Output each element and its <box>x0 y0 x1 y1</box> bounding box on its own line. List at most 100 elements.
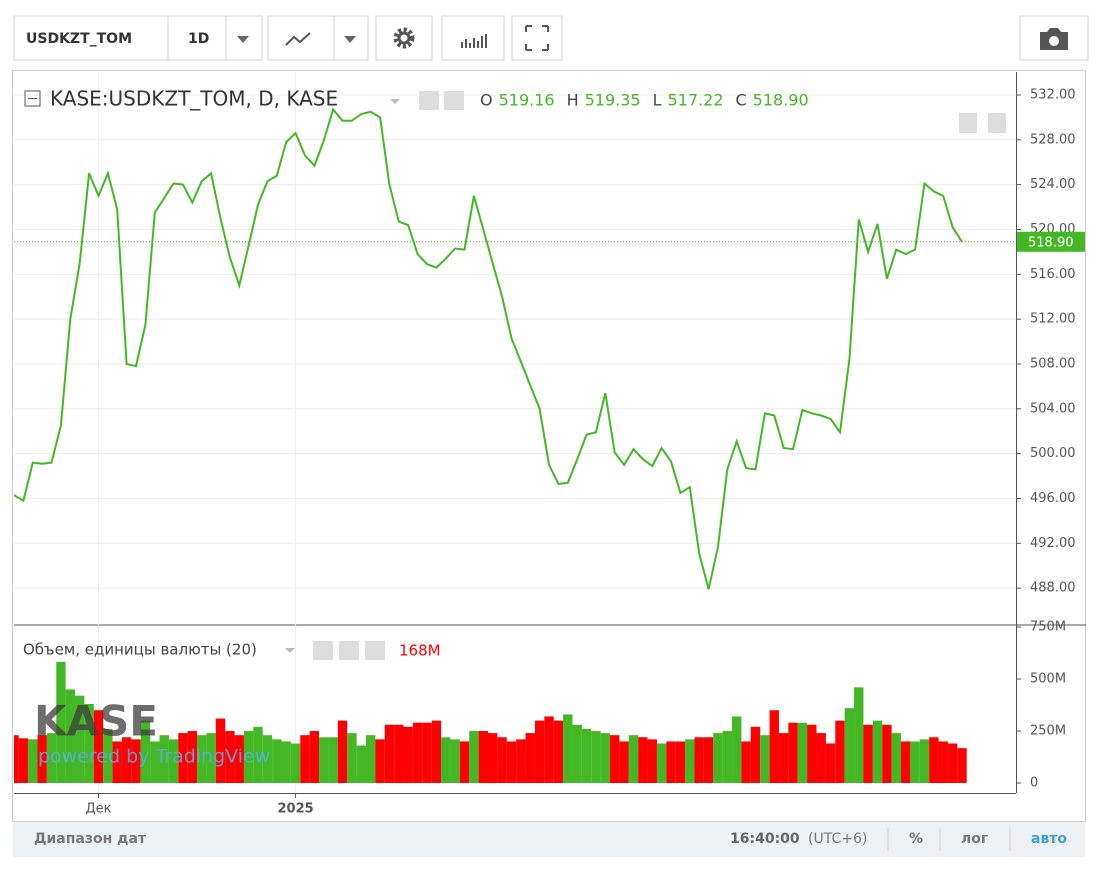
volume-bar <box>628 735 639 784</box>
y-tick-label: 500.00 <box>1030 446 1076 461</box>
scale-button[interactable] <box>988 113 1006 133</box>
volume-bar <box>225 731 235 784</box>
volume-bar <box>121 737 132 784</box>
settings-small[interactable] <box>444 91 464 110</box>
y-tick-label: 524.00 <box>1030 177 1076 192</box>
settings-button[interactable] <box>375 15 433 61</box>
eye-button[interactable] <box>313 641 333 660</box>
chart-style-button[interactable] <box>267 15 335 61</box>
volume-title: Объем, единицы валюты (20) <box>23 641 257 659</box>
volume-bar <box>854 687 864 784</box>
volume-bar <box>563 714 573 784</box>
ohlc-key: L <box>653 91 662 110</box>
volume-bar <box>450 739 460 784</box>
volume-bar <box>957 748 967 784</box>
log-toggle[interactable]: лог <box>961 831 988 847</box>
volume-bar <box>525 733 535 784</box>
ohlc-value: 519.16 <box>499 91 555 110</box>
y-tick-label: 488.00 <box>1030 581 1076 596</box>
y-tick-label: 508.00 <box>1030 356 1076 371</box>
volume-bar <box>337 720 348 784</box>
indicators-icon <box>461 34 487 48</box>
volume-bar <box>168 739 179 784</box>
volume-bar <box>75 695 85 784</box>
volume-bar <box>28 739 38 784</box>
scale-button[interactable] <box>959 113 977 133</box>
volume-bar <box>825 743 836 784</box>
price-title: KASE:USDKZT_TOM, D, KASE <box>50 87 338 111</box>
volume-bar <box>215 718 226 784</box>
camera-lens <box>1049 36 1059 46</box>
fullscreen-button[interactable] <box>511 15 563 61</box>
fullscreen-icon <box>525 25 549 51</box>
clock: 16:40:00 <box>730 831 800 847</box>
settings-small[interactable] <box>339 641 359 660</box>
volume-bar <box>619 741 629 784</box>
ohlc-key: C <box>736 91 747 110</box>
ohlc-value: 518.90 <box>753 91 809 110</box>
remove-button[interactable] <box>365 641 385 660</box>
volume-bar <box>328 737 338 784</box>
volume-bar <box>159 735 169 784</box>
volume-bar <box>93 710 104 784</box>
interval: 1D <box>188 31 209 47</box>
volume-bar <box>197 735 207 784</box>
volume-bar <box>37 735 47 784</box>
volume-bar <box>863 724 873 784</box>
volume-bar <box>394 724 404 784</box>
y-tick-label: 492.00 <box>1030 536 1076 551</box>
y-tick-label: 0 <box>1030 776 1038 791</box>
volume-bar <box>234 735 244 784</box>
date-range[interactable]: Диапазон дат <box>34 831 147 847</box>
volume-bar <box>112 741 122 784</box>
last-price-label: 518.90 <box>1028 235 1074 250</box>
gear-icon <box>393 27 415 49</box>
volume-bar <box>469 731 479 784</box>
volume-bar <box>778 733 789 784</box>
auto-toggle[interactable]: авто <box>1031 831 1067 847</box>
volume-bar <box>572 724 582 784</box>
y-tick-label: 512.00 <box>1030 312 1076 327</box>
volume-bar <box>262 735 273 784</box>
footer-bar <box>13 822 1085 857</box>
volume-bar <box>929 737 939 784</box>
volume-bar <box>403 726 413 784</box>
gear-icon-center <box>397 31 411 45</box>
volume-bar <box>534 720 545 784</box>
collapse-icon[interactable] <box>24 90 41 107</box>
y-tick-label: 496.00 <box>1030 491 1076 506</box>
volume-bar <box>675 741 686 784</box>
x-tick-label: Дек <box>85 802 111 817</box>
volume-arrow <box>285 648 295 653</box>
chart-frame <box>12 70 1086 822</box>
volume-bar <box>656 743 667 784</box>
volume-bar <box>178 733 188 784</box>
volume-bar <box>610 735 620 784</box>
volume-bar <box>18 738 29 784</box>
watermark-powered: powered by TradingView <box>38 746 270 768</box>
price-line <box>14 107 963 590</box>
volume-bar <box>243 731 254 784</box>
symbol-button[interactable] <box>13 15 169 61</box>
volume-bar <box>290 743 301 784</box>
eye-button[interactable] <box>419 91 439 110</box>
watermark-logo: KASE <box>34 697 158 746</box>
y-tick-label: 504.00 <box>1030 401 1076 416</box>
volume-bar <box>516 739 526 784</box>
volume-bar <box>553 720 564 784</box>
volume-bar <box>581 728 592 784</box>
volume-bar <box>384 724 395 784</box>
volume-bar <box>319 737 329 784</box>
percent-toggle[interactable]: % <box>909 831 923 847</box>
volume-bar <box>375 739 385 784</box>
volume-bar <box>544 716 554 784</box>
x-tick-label: 2025 <box>277 802 313 817</box>
volume-bar <box>300 735 310 784</box>
volume-bar <box>666 741 676 784</box>
grid: Дек 2025 488.00 492.00 496.00 500.00 504.00 508… <box>14 72 1076 817</box>
volume-bar <box>84 703 94 784</box>
y-tick-label: 250M <box>1030 724 1066 739</box>
interval-button[interactable] <box>167 15 227 61</box>
volume-bar <box>65 689 76 784</box>
